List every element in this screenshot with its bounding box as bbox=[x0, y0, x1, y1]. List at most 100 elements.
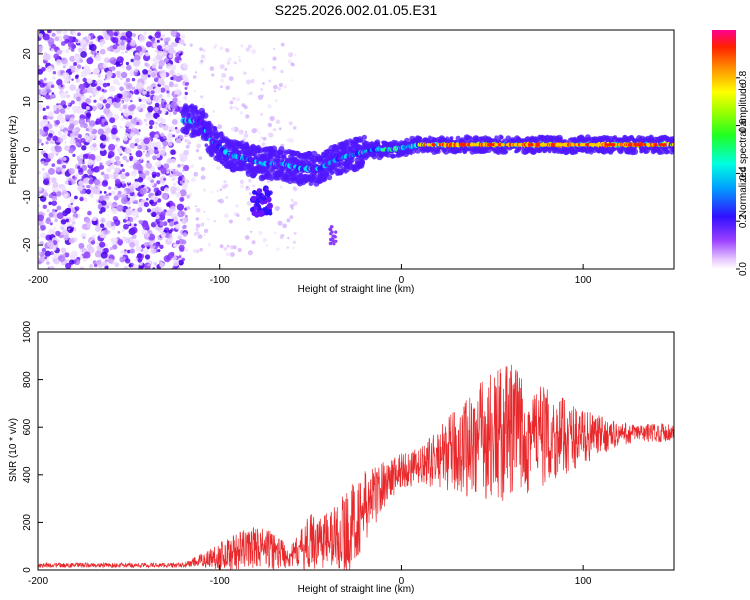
spectrogram-noise-cell bbox=[280, 233, 284, 236]
spectrogram-noise-cell bbox=[262, 82, 265, 85]
spectrogram-noise-cell bbox=[172, 97, 178, 103]
spectrogram-noise-cell bbox=[98, 164, 105, 170]
spectrogram-ridge-halo bbox=[385, 152, 392, 158]
spectrogram-noise-cell bbox=[170, 168, 174, 172]
spectrogram-noise-cell bbox=[158, 50, 164, 56]
spectrogram-ridge-halo bbox=[219, 131, 224, 136]
spectrogram-noise-cell bbox=[45, 124, 49, 127]
spectrogram-noise-cell bbox=[125, 61, 129, 66]
spectrogram-noise-cell bbox=[252, 184, 255, 188]
snr-y-tick-label: 600 bbox=[22, 418, 33, 435]
snr-x-tick-label: 100 bbox=[575, 576, 592, 587]
spectrogram-noise-cell bbox=[100, 171, 105, 176]
spectrogram-ridge-halo bbox=[281, 154, 286, 159]
spectrogram-noise-cell bbox=[122, 104, 128, 110]
spectrogram-noise-cell bbox=[120, 163, 124, 167]
spectrogram-noise-cell bbox=[260, 88, 263, 91]
spectrogram-noise-cell bbox=[258, 139, 261, 143]
spectrogram-noise-cell bbox=[139, 138, 144, 143]
spectrogram-noise-cell bbox=[61, 168, 66, 173]
spectrogram-noise-cell bbox=[159, 262, 165, 268]
spectrogram-noise-cell bbox=[86, 184, 90, 189]
spectrogram-noise-cell bbox=[175, 75, 182, 82]
spectrogram-noise-cell bbox=[143, 242, 149, 247]
spectrogram-noise-cell bbox=[274, 231, 277, 235]
spectrogram-noise-cell bbox=[223, 247, 228, 251]
spectrogram-noise-cell bbox=[48, 201, 52, 206]
spectrogram-noise-cell bbox=[171, 119, 178, 125]
spectrogram-ridge-halo bbox=[329, 170, 334, 176]
spectrogram-ridge-halo bbox=[499, 135, 504, 140]
spectrogram-noise-cell bbox=[120, 41, 125, 46]
spectrogram-noise-cell bbox=[104, 34, 111, 41]
spectrogram-noise-cell bbox=[189, 43, 193, 47]
spectrogram-noise-cell bbox=[100, 251, 108, 259]
spectrogram-noise-cell bbox=[207, 243, 212, 247]
spectrogram-noise-cell bbox=[166, 202, 171, 207]
spectrogram-noise-cell bbox=[71, 66, 75, 71]
spectrogram-noise-cell bbox=[114, 144, 118, 147]
spectrogram-noise-cell bbox=[152, 155, 157, 161]
spectrogram-noise-cell bbox=[167, 136, 173, 143]
spectrogram-noise-cell bbox=[64, 180, 69, 185]
spectrogram-noise-cell bbox=[75, 78, 80, 83]
spectrogram-noise-cell bbox=[292, 240, 296, 244]
spectrogram-noise-cell bbox=[195, 149, 200, 153]
spectrogram-noise-cell bbox=[125, 214, 129, 218]
spectrogram-noise-cell bbox=[176, 203, 184, 211]
spectrogram-noise-cell bbox=[142, 223, 150, 231]
spectrogram-noise-cell bbox=[96, 50, 100, 54]
spectrogram-noise-cell bbox=[145, 122, 149, 127]
spectrogram-noise-cell bbox=[223, 180, 227, 184]
spectrogram-noise-cell bbox=[177, 72, 181, 76]
spectrogram-noise-cell bbox=[102, 30, 106, 34]
spectrogram-noise-cell bbox=[106, 46, 111, 52]
spectrogram-noise-cell bbox=[136, 121, 140, 126]
spectrogram-noise-cell bbox=[89, 264, 94, 269]
spectrogram-noise-cell bbox=[93, 146, 98, 151]
spectrogram-noise-cell bbox=[177, 50, 181, 54]
spectrogram-noise-cell bbox=[168, 252, 175, 259]
snr-x-axis-label: Height of straight line (km) bbox=[298, 584, 415, 595]
spectrogram-noise-cell bbox=[81, 46, 87, 53]
spectrogram-noise-cell bbox=[224, 48, 229, 52]
spectrogram-peak-cell bbox=[432, 143, 436, 147]
spectrogram-noise-cell bbox=[112, 78, 119, 85]
spectrogram-noise-cell bbox=[157, 109, 162, 114]
spectrogram-ridge-halo bbox=[261, 212, 265, 217]
spectrogram-noise-cell bbox=[287, 59, 292, 64]
spectrogram-noise-cell bbox=[68, 41, 75, 48]
spectrogram-noise-cell bbox=[38, 204, 41, 208]
spectrogram-noise-cell bbox=[96, 241, 100, 245]
spectrogram-noise-cell bbox=[46, 116, 50, 120]
spectrogram-noise-cell bbox=[229, 100, 234, 105]
spectrogram-noise-cell bbox=[79, 197, 84, 202]
spectrogram-noise-cell bbox=[219, 46, 224, 51]
spectrogram-noise-cell bbox=[156, 39, 160, 43]
spectrogram-noise-cell bbox=[162, 182, 166, 186]
spectrogram-noise-cell bbox=[38, 94, 42, 101]
spectrogram-ridge-halo bbox=[665, 149, 670, 154]
spectrogram-noise-cell bbox=[59, 171, 62, 174]
spectrogram-noise-cell bbox=[74, 67, 80, 73]
spectrogram-noise-cell bbox=[164, 41, 169, 46]
spectrogram-noise-cell bbox=[144, 262, 151, 269]
spectrogram-noise-cell bbox=[53, 53, 60, 60]
spectrogram-noise-cell bbox=[64, 252, 70, 258]
spectrogram-noise-cell bbox=[38, 138, 43, 144]
spectrogram-noise-cell bbox=[144, 232, 150, 238]
spectrogram-noise-cell bbox=[239, 111, 243, 115]
spectrogram-noise-cell bbox=[185, 81, 189, 86]
spectrogram-ridge-halo bbox=[280, 150, 285, 155]
spectrogram-noise-cell bbox=[128, 206, 131, 209]
spectrogram-noise-cell bbox=[127, 249, 131, 254]
spectrogram-noise-cell bbox=[103, 78, 107, 81]
spectrogram-noise-cell bbox=[291, 79, 294, 82]
spectrogram-noise-cell bbox=[275, 119, 281, 124]
spectrogram-noise-cell bbox=[45, 105, 50, 110]
spectrogram-noise-cell bbox=[150, 247, 157, 254]
spectrogram-noise-cell bbox=[131, 77, 136, 82]
spectrogram-noise-cell bbox=[38, 33, 43, 38]
spectrogram-ridge-halo bbox=[212, 126, 218, 131]
spectrogram-noise-cell bbox=[64, 207, 71, 215]
